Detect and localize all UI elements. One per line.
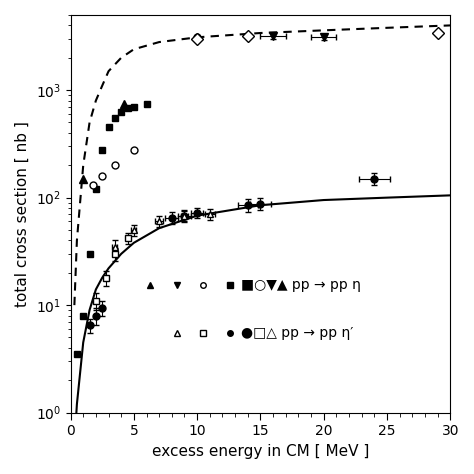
- Text: ●□△ pp → pp η′: ●□△ pp → pp η′: [241, 326, 354, 340]
- Text: ■○▼▲ pp → pp η: ■○▼▲ pp → pp η: [241, 278, 361, 292]
- Y-axis label: total cross section [ nb ]: total cross section [ nb ]: [15, 121, 30, 307]
- X-axis label: excess energy in CM [ MeV ]: excess energy in CM [ MeV ]: [152, 444, 369, 459]
